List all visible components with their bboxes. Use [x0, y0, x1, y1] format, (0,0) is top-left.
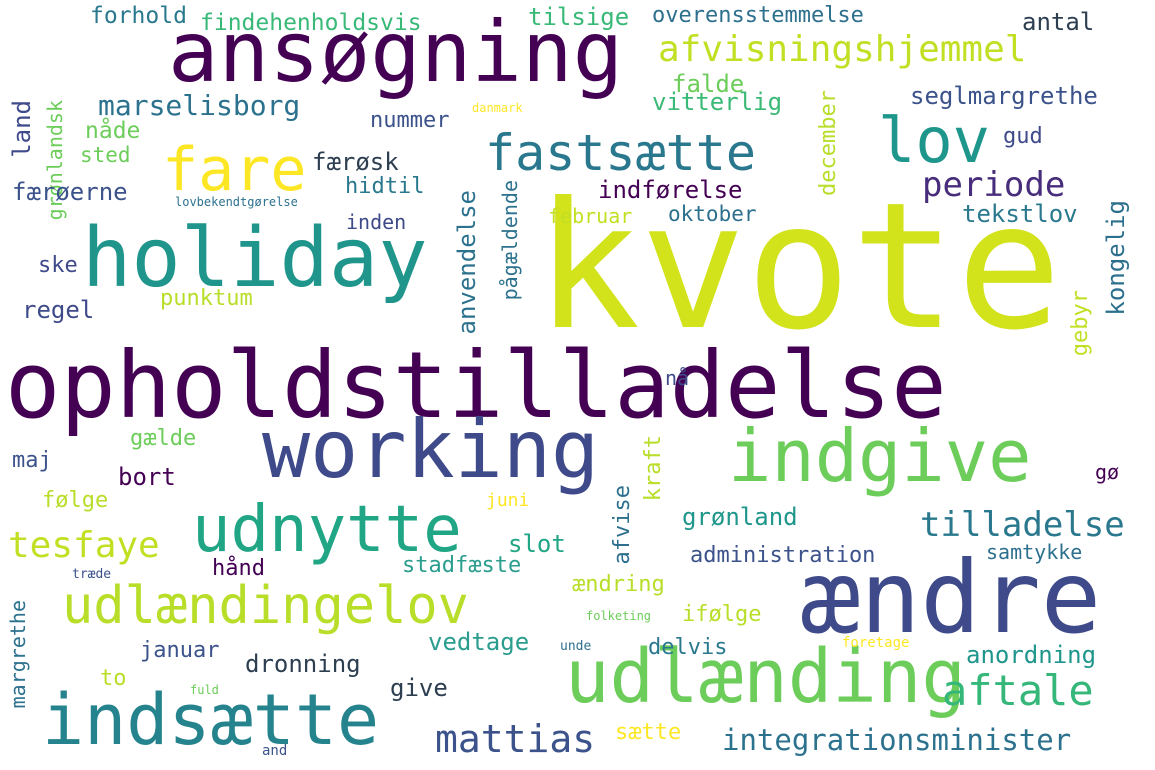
cloud-word: sætte — [615, 720, 682, 745]
cloud-word: tekstlov — [962, 200, 1078, 228]
cloud-word: unde — [560, 639, 592, 654]
cloud-word: ændring — [572, 572, 665, 597]
cloud-word: folketing — [586, 609, 652, 623]
cloud-word: hidtil — [345, 174, 425, 199]
cloud-word: slot — [508, 530, 566, 558]
cloud-word: lov — [878, 104, 990, 177]
cloud-word: udlænding — [565, 634, 966, 720]
cloud-word: indførelse — [598, 176, 743, 204]
cloud-word: hånd — [212, 556, 265, 581]
cloud-word: to — [100, 666, 127, 691]
cloud-word: opholdstilladelse — [5, 332, 947, 439]
cloud-word: maj — [12, 448, 52, 473]
cloud-word: tilsige — [528, 3, 630, 31]
cloud-word: land — [8, 100, 36, 158]
cloud-word: tesfaye — [8, 525, 160, 566]
cloud-word: and — [262, 743, 288, 759]
cloud-word: indgive — [728, 414, 1032, 498]
cloud-word: vedtage — [428, 628, 530, 656]
cloud-word: udlændingelov — [62, 576, 469, 636]
cloud-word: punktum — [160, 286, 253, 311]
cloud-word: nåde — [85, 118, 141, 144]
cloud-word: margrethe — [6, 600, 30, 709]
cloud-word: kongelig — [1102, 200, 1130, 316]
cloud-word: gø — [1095, 460, 1120, 484]
cloud-word: inden — [346, 210, 407, 234]
cloud-word: forhold — [90, 3, 187, 29]
cloud-word: seglmargrethe — [910, 82, 1098, 110]
cloud-word: februar — [548, 204, 633, 228]
cloud-word: periode — [922, 165, 1066, 205]
cloud-word: findehenholdsvis — [200, 10, 422, 36]
cloud-word: oktober — [668, 202, 757, 226]
cloud-word: indsætte — [42, 679, 380, 761]
cloud-word: pågældende — [498, 180, 522, 301]
cloud-word: januar — [140, 638, 220, 663]
cloud-word: fare — [162, 135, 307, 205]
cloud-word: gebyr — [1068, 290, 1093, 357]
cloud-word: ske — [38, 253, 78, 278]
cloud-word: regel — [22, 296, 95, 324]
cloud-word: fastsætte — [485, 124, 756, 182]
cloud-word: holiday — [82, 211, 428, 306]
cloud-word: ifølge — [682, 602, 762, 627]
cloud-word: fuld — [190, 683, 219, 697]
cloud-word: afvisningshjemmel — [658, 29, 1027, 70]
cloud-word: gud — [1003, 124, 1043, 149]
cloud-word: delvis — [648, 635, 728, 660]
cloud-word: mattias — [435, 717, 596, 761]
cloud-word: vitterlig — [652, 88, 783, 116]
cloud-word: grønland — [682, 503, 798, 531]
cloud-word: marselisborg — [98, 89, 301, 122]
cloud-word: kraft — [641, 435, 666, 502]
cloud-word: udnytte — [192, 493, 462, 567]
cloud-word: aftale — [942, 666, 1094, 715]
cloud-word: tilladelse — [920, 505, 1125, 545]
cloud-word: foretage — [842, 635, 910, 651]
cloud-word: juni — [486, 490, 530, 511]
cloud-word: nummer — [370, 108, 450, 133]
cloud-word: sted — [80, 143, 131, 167]
cloud-word: working — [262, 403, 600, 496]
cloud-word: antal — [1022, 8, 1095, 36]
cloud-word: gælde — [130, 426, 197, 451]
cloud-word: falde — [672, 70, 745, 98]
cloud-word: lovbekendtgørelse — [175, 195, 298, 209]
cloud-word: ændre — [800, 539, 1102, 656]
cloud-word: træde — [72, 567, 112, 582]
cloud-word: stadfæste — [402, 553, 522, 578]
cloud-word: bort — [118, 463, 176, 491]
cloud-word: dronning — [245, 650, 361, 678]
cloud-word: afvise — [610, 485, 635, 565]
cloud-word: administration — [690, 543, 876, 568]
cloud-word: december — [816, 90, 841, 196]
cloud-word: integrationsminister — [722, 723, 1072, 757]
cloud-word: færøerne — [12, 178, 128, 206]
cloud-word: følge — [42, 488, 109, 513]
cloud-word: ansøgning — [168, 3, 624, 101]
cloud-word: nå — [665, 366, 690, 390]
cloud-word: samtykke — [986, 540, 1083, 564]
cloud-word: overensstemmelse — [652, 3, 864, 28]
cloud-word: anvendelse — [453, 190, 481, 335]
cloud-word: danmark — [472, 101, 523, 115]
cloud-word: færøsk — [312, 148, 399, 176]
cloud-word: anordning — [966, 641, 1097, 669]
cloud-word: kvote — [535, 166, 1062, 369]
cloud-word: give — [390, 674, 448, 702]
